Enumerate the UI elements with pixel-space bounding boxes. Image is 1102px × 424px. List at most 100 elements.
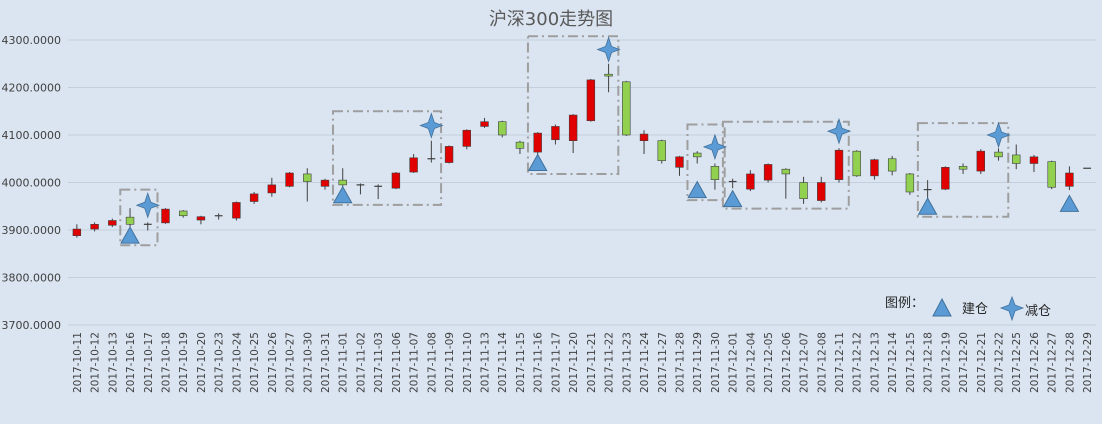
x-tick-label: 2017-11-09 [444, 332, 456, 393]
candle-body [303, 173, 312, 182]
x-tick-label: 2017-11-23 [621, 332, 633, 393]
x-tick-label: 2017-11-24 [639, 332, 651, 393]
legend-sell-star-icon [999, 295, 1025, 322]
x-tick-label: 2017-11-06 [391, 332, 403, 393]
candle-body [1047, 161, 1056, 188]
candle-body [657, 140, 666, 161]
x-tick-label: 2017-12-01 [728, 332, 740, 393]
highlight-box [331, 110, 443, 206]
candle-body [249, 193, 259, 202]
candle-body [834, 149, 844, 180]
x-tick-label: 2017-10-11 [72, 332, 84, 393]
y-tick-label: 4200.0000 [2, 82, 62, 95]
candle-body [710, 166, 720, 180]
x-tick-label: 2017-10-30 [302, 332, 314, 393]
candle-body [320, 179, 330, 187]
legend-buy-triangle-icon [932, 297, 952, 317]
candle-body [125, 216, 135, 225]
x-tick-label: 2017-10-12 [90, 332, 102, 393]
buy-marker [1059, 194, 1080, 212]
x-tick-label: 2017-11-17 [550, 332, 562, 393]
x-tick-label: 2017-10-26 [267, 332, 279, 393]
x-tick-label: 2017-10-19 [178, 332, 190, 393]
candle-body [161, 208, 170, 224]
x-tick-label: 2017-11-21 [586, 332, 598, 393]
x-tick-label: 2017-10-25 [249, 332, 261, 393]
x-tick-label: 2017-10-24 [231, 332, 243, 393]
candle-body [604, 73, 613, 77]
x-tick-label: 2017-12-19 [940, 332, 952, 393]
grid-lines [68, 39, 1096, 326]
candle-body [179, 210, 188, 217]
candle-body [586, 79, 596, 122]
candle-body [941, 167, 950, 190]
candle-body [1029, 156, 1039, 164]
candle-body [1012, 154, 1021, 164]
candle-body [622, 81, 631, 136]
legend-title: 图例： [885, 296, 924, 311]
y-tick-label: 3700.0000 [2, 319, 62, 332]
candle-body [976, 150, 985, 172]
x-tick-label: 2017-10-23 [214, 332, 226, 393]
candle-body [285, 172, 294, 187]
candle-body [551, 126, 560, 141]
candle-body [675, 156, 684, 168]
buy-marker [687, 180, 708, 199]
legend-buy-label: 建仓 [962, 302, 988, 317]
x-tick-label: 2017-11-13 [480, 332, 492, 393]
y-tick-label: 4100.0000 [2, 129, 62, 142]
x-tick-label: 2017-11-20 [568, 332, 580, 393]
candle-body [1065, 172, 1074, 187]
x-tick-label: 2017-12-25 [1011, 332, 1023, 393]
x-axis-ticks: 2017-10-11 2017-10-12 2017-10-13 2017-10-16… [72, 332, 1094, 393]
highlight-box [526, 35, 620, 175]
candle-body [781, 168, 791, 175]
x-tick-label: 2017-11-27 [657, 332, 669, 393]
candle-body [958, 166, 968, 170]
candle-body [267, 184, 277, 194]
x-tick-label: 2017-12-28 [1064, 332, 1076, 393]
x-tick-label: 2017-12-05 [763, 332, 775, 393]
y-tick-label: 3900.0000 [2, 224, 62, 237]
candle-body [108, 220, 117, 226]
highlight-box [916, 122, 1010, 218]
x-tick-label: 2017-11-01 [338, 332, 350, 393]
sell-marker [826, 117, 852, 145]
candle-body [444, 146, 454, 163]
candle-body [72, 228, 82, 237]
x-tick-label: 2017-12-20 [958, 332, 970, 393]
sell-marker [702, 133, 728, 161]
candle-body [817, 182, 826, 201]
candle-body [763, 164, 773, 181]
y-axis-ticks: 3700.0000 3800.0000 3900.0000 4000.0000 4100… [2, 34, 62, 332]
x-tick-label: 2017-12-14 [887, 332, 899, 393]
candle-body [196, 216, 206, 221]
x-tick-label: 2017-10-16 [125, 332, 137, 393]
y-tick-label: 4300.0000 [2, 34, 62, 47]
x-tick-label: 2017-12-22 [994, 332, 1006, 393]
x-tick-label: 2017-11-10 [462, 332, 474, 393]
candle-body [498, 121, 507, 136]
trade-markers [120, 36, 1080, 244]
sell-marker [135, 192, 160, 219]
sell-marker [986, 121, 1011, 149]
buy-marker [120, 226, 140, 244]
candle-body [338, 179, 347, 186]
x-tick-label: 2017-12-11 [834, 332, 846, 393]
candle-body [232, 202, 241, 219]
sell-marker [596, 36, 621, 63]
candle-body [905, 173, 915, 193]
x-tick-label: 2017-11-07 [409, 332, 421, 393]
candle-body [391, 172, 401, 189]
candle-body [90, 224, 99, 230]
candle-body [409, 157, 418, 173]
highlight-box [721, 120, 850, 210]
candle-body [480, 121, 489, 127]
x-tick-label: 2017-12-12 [852, 332, 864, 393]
x-tick-label: 2017-12-18 [923, 332, 935, 393]
x-tick-label: 2017-11-14 [497, 332, 509, 393]
x-tick-label: 2017-10-31 [320, 332, 332, 393]
candle-body [994, 151, 1003, 158]
candle-body [568, 114, 578, 142]
candle-body [515, 141, 525, 149]
